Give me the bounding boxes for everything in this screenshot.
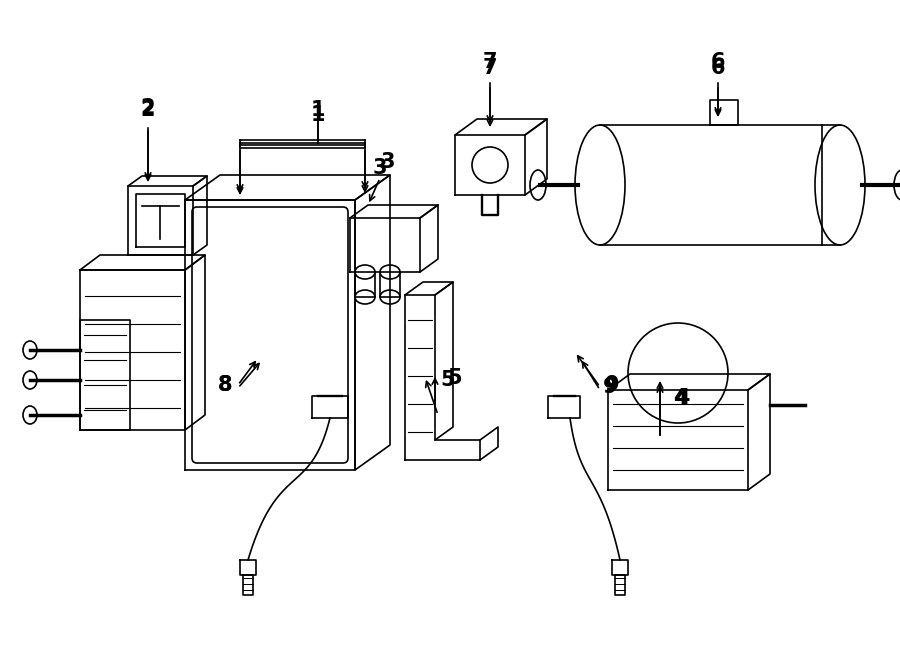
Text: 2: 2 <box>140 98 155 118</box>
Text: 5: 5 <box>447 368 463 388</box>
Text: 3: 3 <box>381 152 395 172</box>
Text: 1: 1 <box>310 105 325 125</box>
Text: 5: 5 <box>441 370 455 390</box>
Text: 8: 8 <box>218 375 232 395</box>
Text: 9: 9 <box>605 375 619 395</box>
Text: 7: 7 <box>482 52 497 72</box>
Text: 8: 8 <box>218 375 232 395</box>
Text: 3: 3 <box>373 158 387 178</box>
Text: 4: 4 <box>673 388 688 408</box>
Text: 9: 9 <box>603 377 617 397</box>
Text: 1: 1 <box>310 100 325 120</box>
Text: 4: 4 <box>675 388 689 408</box>
Text: 7: 7 <box>482 58 497 78</box>
Text: 6: 6 <box>711 58 725 78</box>
Text: 2: 2 <box>140 100 155 120</box>
Text: 6: 6 <box>711 52 725 72</box>
